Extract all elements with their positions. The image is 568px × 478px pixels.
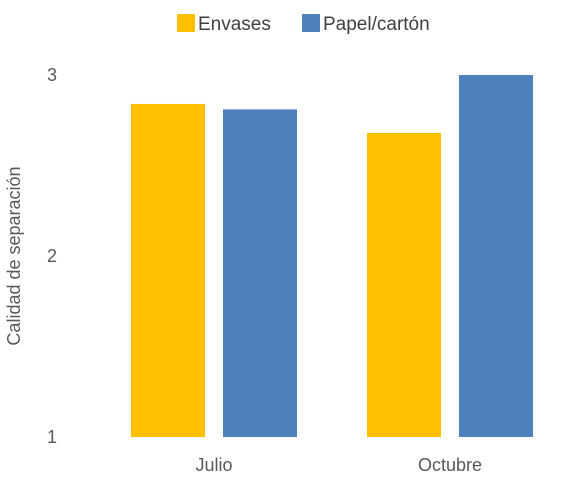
y-axis-ticks: 1 2 3 <box>47 65 57 447</box>
bar-papel-cart-n-octubre <box>459 75 533 437</box>
x-axis-categories: Julio Octubre <box>195 455 482 475</box>
bar-envases-julio <box>131 103 205 438</box>
bar-envases-octubre <box>367 132 441 438</box>
x-category-label: Octubre <box>418 455 482 475</box>
bar-papel-cart-n-julio <box>223 109 297 437</box>
legend: Envases Papel/cartón <box>177 14 430 35</box>
legend-label-envases: Envases <box>198 14 271 35</box>
legend-label-papel-carton: Papel/cartón <box>323 14 430 35</box>
y-axis-label: Calidad de separación <box>4 166 24 345</box>
y-tick-label: 1 <box>47 427 57 447</box>
legend-swatch-papel-carton <box>302 14 320 32</box>
y-tick-label: 2 <box>47 246 57 266</box>
bars <box>131 75 533 438</box>
legend-swatch-envases <box>177 14 195 32</box>
x-category-label: Julio <box>195 455 232 475</box>
y-tick-label: 3 <box>47 65 57 85</box>
